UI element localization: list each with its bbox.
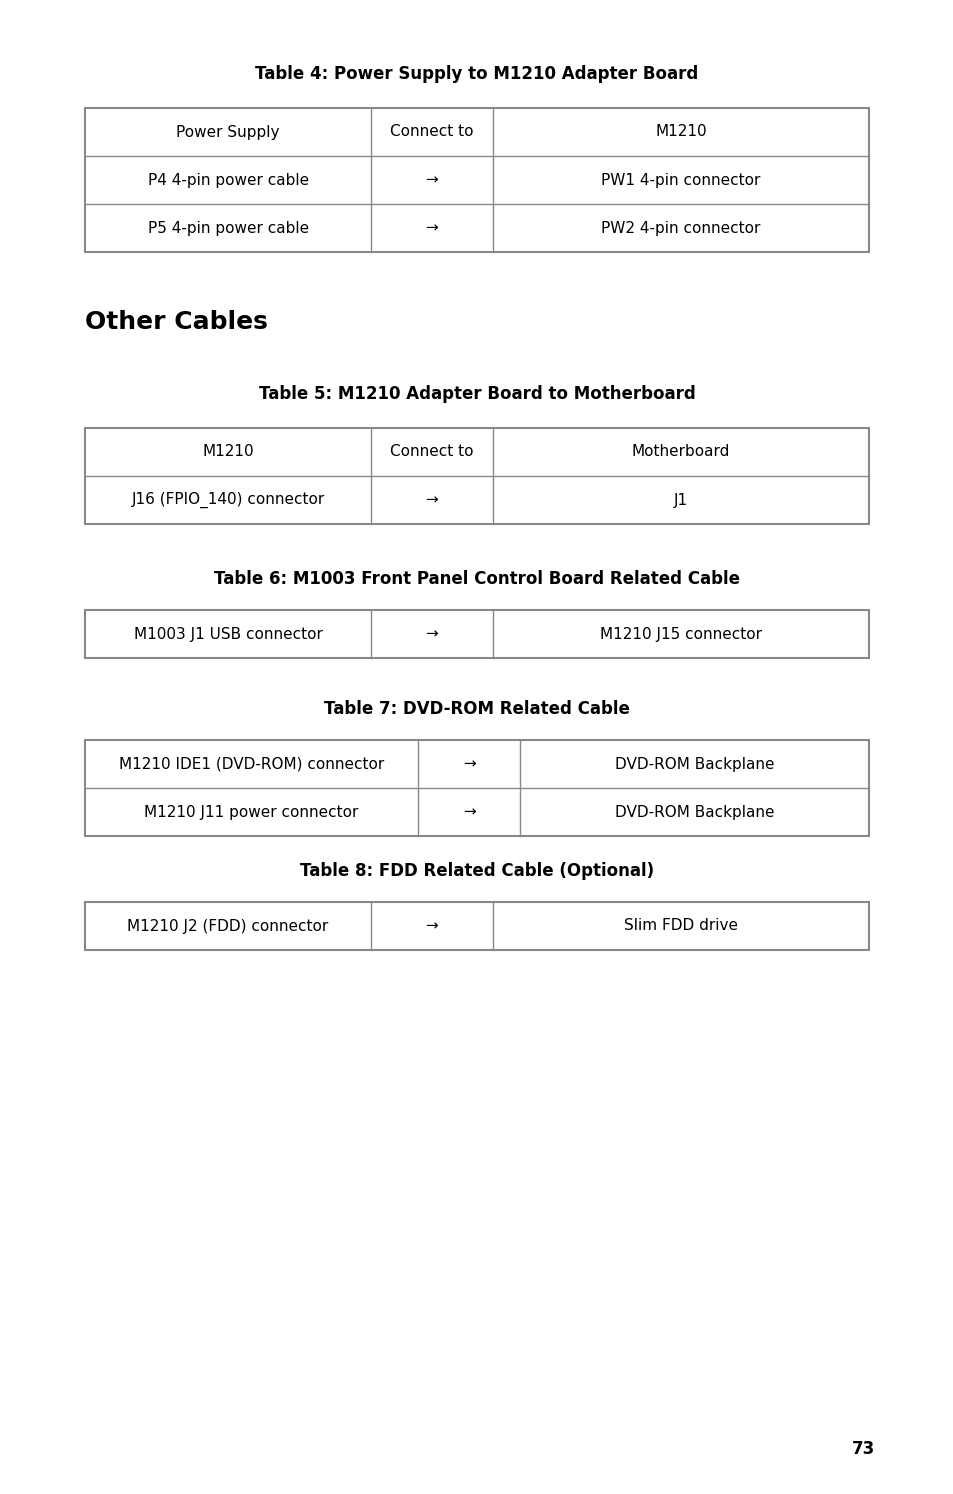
Text: Table 7: DVD-ROM Related Cable: Table 7: DVD-ROM Related Cable [324, 701, 629, 719]
Text: PW1 4-pin connector: PW1 4-pin connector [600, 172, 760, 188]
Text: PW2 4-pin connector: PW2 4-pin connector [600, 221, 760, 236]
Text: Power Supply: Power Supply [176, 124, 279, 139]
Bar [85, 902, 868, 950]
Text: →: → [425, 493, 437, 508]
Text: DVD-ROM Backplane: DVD-ROM Backplane [614, 756, 774, 771]
Text: →: → [425, 172, 437, 188]
Text: →: → [425, 919, 437, 934]
Text: M1210 IDE1 (DVD-ROM) connector: M1210 IDE1 (DVD-ROM) connector [119, 756, 384, 771]
Text: →: → [462, 804, 475, 820]
Bar [85, 740, 868, 837]
Text: 73: 73 [851, 1440, 874, 1458]
Text: M1210: M1210 [202, 445, 253, 460]
Text: Table 5: M1210 Adapter Board to Motherboard: Table 5: M1210 Adapter Board to Motherbo… [258, 385, 695, 403]
Text: Connect to: Connect to [390, 445, 474, 460]
Text: Table 8: FDD Related Cable (Optional): Table 8: FDD Related Cable (Optional) [299, 862, 654, 880]
Text: Table 4: Power Supply to M1210 Adapter Board: Table 4: Power Supply to M1210 Adapter B… [255, 66, 698, 84]
Bar [85, 427, 868, 524]
Bar [85, 108, 868, 252]
Text: M1210 J15 connector: M1210 J15 connector [599, 626, 761, 641]
Text: M1210: M1210 [655, 124, 706, 139]
Text: DVD-ROM Backplane: DVD-ROM Backplane [614, 804, 774, 820]
Text: J16 (FPIO_140) connector: J16 (FPIO_140) connector [132, 492, 324, 508]
Text: Slim FDD drive: Slim FDD drive [623, 919, 737, 934]
Text: Table 6: M1003 Front Panel Control Board Related Cable: Table 6: M1003 Front Panel Control Board… [213, 571, 740, 589]
Text: Other Cables: Other Cables [85, 309, 268, 335]
Text: →: → [425, 221, 437, 236]
Text: M1210 J11 power connector: M1210 J11 power connector [144, 804, 358, 820]
Text: J1: J1 [673, 493, 687, 508]
Text: →: → [462, 756, 475, 771]
Text: M1210 J2 (FDD) connector: M1210 J2 (FDD) connector [128, 919, 329, 934]
Bar [85, 610, 868, 657]
Text: P5 4-pin power cable: P5 4-pin power cable [148, 221, 309, 236]
Text: →: → [425, 626, 437, 641]
Text: Motherboard: Motherboard [631, 445, 729, 460]
Text: M1003 J1 USB connector: M1003 J1 USB connector [133, 626, 322, 641]
Text: P4 4-pin power cable: P4 4-pin power cable [148, 172, 309, 188]
Text: Connect to: Connect to [390, 124, 474, 139]
